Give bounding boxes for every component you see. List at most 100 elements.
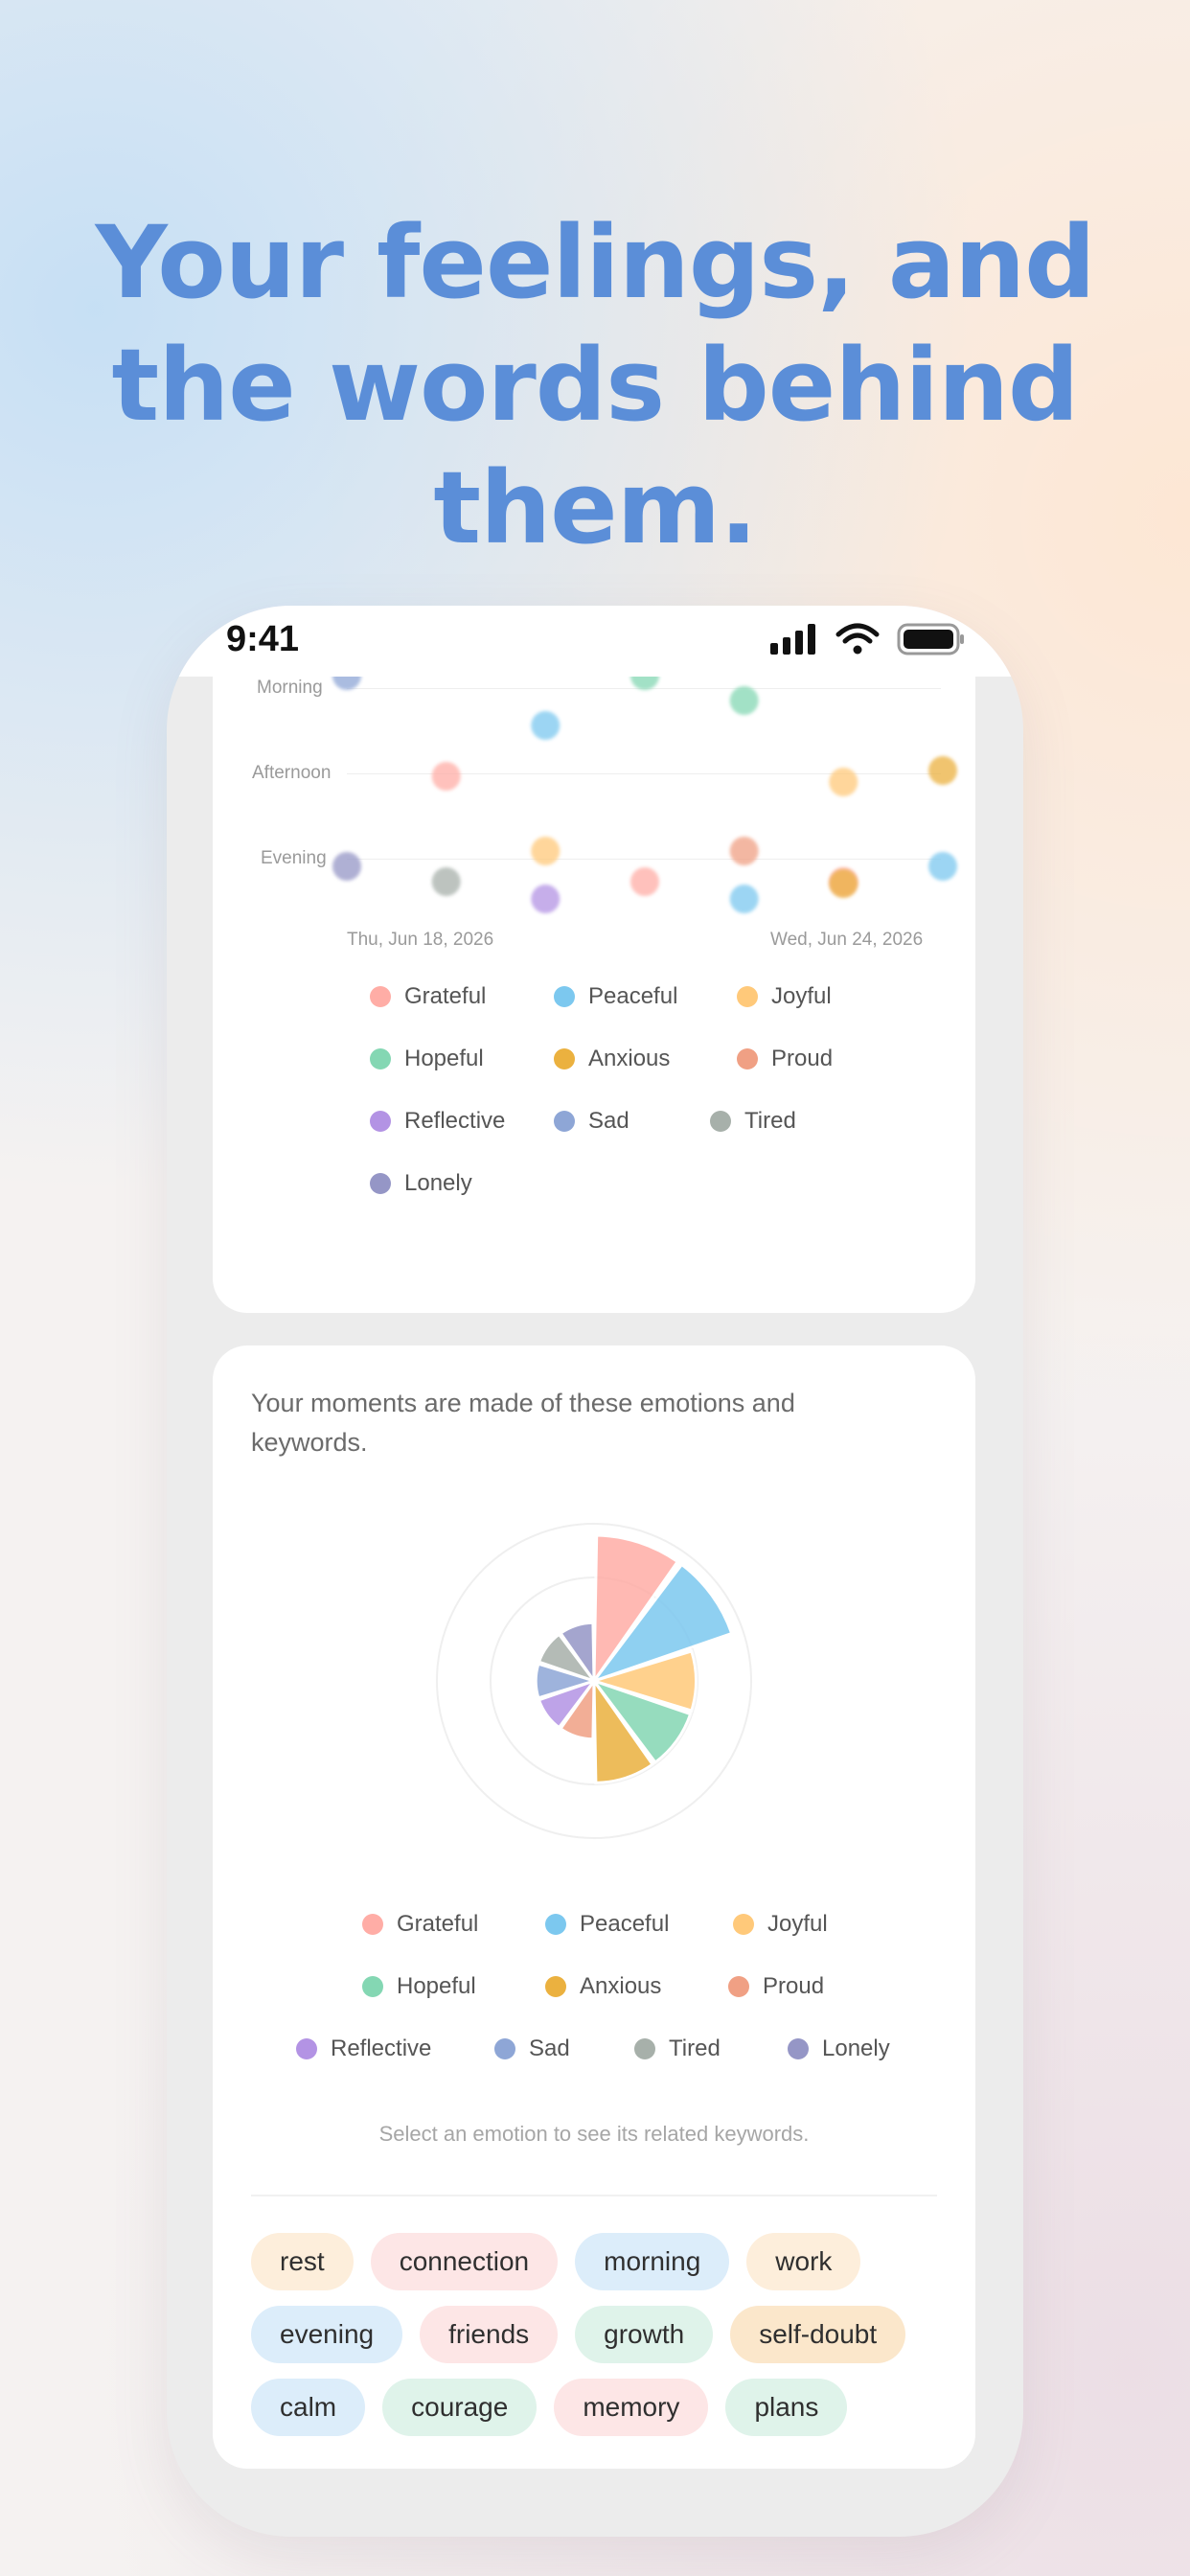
keyword-chip-calm[interactable]: calm xyxy=(251,2379,366,2436)
legend-item-hopeful[interactable]: Hopeful xyxy=(362,1973,476,2000)
legend-label: Peaceful xyxy=(580,1911,670,1937)
x-label-end: Wed, Jun 24, 2026 xyxy=(770,930,924,950)
keyword-chip-evening[interactable]: evening xyxy=(251,2306,403,2363)
legend-dot-icon xyxy=(362,1914,383,1935)
scatter-point-reflective[interactable] xyxy=(531,885,561,913)
scatter-point-peaceful[interactable] xyxy=(531,711,561,740)
legend-dot-icon xyxy=(710,1111,731,1132)
y-label-morning: Morning xyxy=(257,678,323,698)
legend-dot-icon xyxy=(545,1976,566,1997)
legend-dot-icon xyxy=(362,1976,383,1997)
legend-item-reflective[interactable]: Reflective xyxy=(296,2036,431,2062)
keyword-chip-memory[interactable]: memory xyxy=(554,2379,709,2436)
legend-item-hopeful[interactable]: Hopeful xyxy=(370,1046,484,1072)
legend-dot-icon xyxy=(545,1914,566,1935)
scatter-point-peaceful[interactable] xyxy=(928,852,957,881)
keyword-chip-friends[interactable]: friends xyxy=(420,2306,559,2363)
keyword-chip-connection[interactable]: connection xyxy=(370,2233,559,2290)
keyword-hint: Select an emotion to see its related key… xyxy=(378,2122,810,2146)
legend-item-lonely[interactable]: Lonely xyxy=(370,1170,472,1197)
legend-dot-icon xyxy=(494,2038,515,2059)
phone-frame: 9:41 Morning Afternoon Evening xyxy=(167,606,1023,2537)
keyword-chip-courage[interactable]: courage xyxy=(382,2379,538,2436)
legend-label: Sad xyxy=(588,1108,629,1134)
legend-label: Hopeful xyxy=(397,1973,476,1999)
legend-label: Anxious xyxy=(580,1973,662,1999)
legend-label: Grateful xyxy=(404,983,487,1009)
legend-label: Grateful xyxy=(397,1911,479,1937)
legend-item-grateful[interactable]: Grateful xyxy=(362,1911,478,1938)
legend-item-grateful[interactable]: Grateful xyxy=(370,983,486,1010)
legend-dot-icon xyxy=(737,986,758,1007)
rose-petal-sad[interactable] xyxy=(534,1662,600,1700)
grid-line-evening xyxy=(347,859,941,860)
headline-line-1: Your feelings, and xyxy=(95,204,1095,321)
keyword-chip-growth[interactable]: growth xyxy=(575,2306,714,2363)
legend-item-joyful[interactable]: Joyful xyxy=(733,1911,828,1938)
legend-dot-icon xyxy=(737,1048,758,1070)
rose-petal-peaceful[interactable] xyxy=(589,1562,734,1685)
rose-petal-reflective[interactable] xyxy=(537,1677,599,1730)
emotion-scatter-plot xyxy=(332,661,957,913)
legend-item-peaceful[interactable]: Peaceful xyxy=(554,983,677,1010)
legend-item-sad[interactable]: Sad xyxy=(554,1108,629,1135)
legend-item-peaceful[interactable]: Peaceful xyxy=(545,1911,669,1938)
scatter-point-lonely[interactable] xyxy=(332,852,361,881)
status-icons xyxy=(768,623,966,656)
legend-item-anxious[interactable]: Anxious xyxy=(545,1973,661,2000)
scatter-point-anxious[interactable] xyxy=(928,756,957,785)
rose-petal-anxious[interactable] xyxy=(592,1676,655,1784)
emotion-timeline-card: Morning Afternoon Evening Thu, Jun 18, 2… xyxy=(213,644,975,1313)
legend-item-sad[interactable]: Sad xyxy=(494,2036,570,2062)
legend-item-tired[interactable]: Tired xyxy=(710,1108,796,1135)
legend-item-proud[interactable]: Proud xyxy=(737,1046,833,1072)
keyword-chip-work[interactable]: work xyxy=(746,2233,861,2290)
legend-item-anxious[interactable]: Anxious xyxy=(554,1046,670,1072)
legend-dot-icon xyxy=(554,986,575,1007)
keyword-chip-self-doubt[interactable]: self-doubt xyxy=(730,2306,906,2363)
legend-dot-icon xyxy=(634,2038,655,2059)
legend-label: Lonely xyxy=(822,2036,890,2061)
scatter-point-hopeful[interactable] xyxy=(729,686,759,715)
scatter-point-tired[interactable] xyxy=(431,867,461,896)
rose-petal-lonely[interactable] xyxy=(559,1621,596,1686)
legend-item-reflective[interactable]: Reflective xyxy=(370,1108,505,1135)
keyword-chip-rest[interactable]: rest xyxy=(251,2233,354,2290)
y-label-evening: Evening xyxy=(261,848,327,868)
scatter-point-grateful[interactable] xyxy=(431,762,461,791)
legend-dot-icon xyxy=(370,986,391,1007)
rose-petal-joyful[interactable] xyxy=(588,1649,698,1713)
legend-label: Hopeful xyxy=(404,1046,484,1071)
legend-dot-icon xyxy=(554,1111,575,1132)
keyword-chip-plans[interactable]: plans xyxy=(725,2379,848,2436)
scatter-point-anxious[interactable] xyxy=(829,869,858,898)
legend-label: Sad xyxy=(529,2036,570,2061)
status-bar: 9:41 xyxy=(167,606,1023,677)
rose-petal-hopeful[interactable] xyxy=(589,1677,693,1765)
legend-item-tired[interactable]: Tired xyxy=(634,2036,721,2062)
grid-line-afternoon xyxy=(347,773,941,774)
scatter-point-joyful[interactable] xyxy=(531,837,561,865)
cellular-signal-icon xyxy=(770,624,815,655)
legend-dot-icon xyxy=(728,1976,749,1997)
legend-dot-icon xyxy=(370,1173,391,1194)
x-label-start: Thu, Jun 18, 2026 xyxy=(347,930,494,950)
battery-icon xyxy=(897,623,964,656)
legend-dot-icon xyxy=(370,1048,391,1070)
keyword-chip-morning[interactable]: morning xyxy=(575,2233,730,2290)
scatter-point-peaceful[interactable] xyxy=(729,885,759,913)
legend-item-joyful[interactable]: Joyful xyxy=(737,983,832,1010)
scatter-point-joyful[interactable] xyxy=(829,768,858,796)
scatter-point-proud[interactable] xyxy=(729,837,759,865)
legend-item-proud[interactable]: Proud xyxy=(728,1973,824,2000)
composition-description: Your moments are made of these emotions … xyxy=(251,1389,795,1457)
rose-petal-proud[interactable] xyxy=(559,1676,596,1741)
rose-petal-grateful[interactable] xyxy=(592,1533,680,1686)
rose-petal-tired[interactable] xyxy=(537,1632,599,1685)
legend-dot-icon xyxy=(733,1914,754,1935)
legend-dot-icon xyxy=(296,2038,317,2059)
legend-label: Peaceful xyxy=(588,983,678,1009)
legend-item-lonely[interactable]: Lonely xyxy=(788,2036,890,2062)
legend-dot-icon xyxy=(370,1111,391,1132)
scatter-point-grateful[interactable] xyxy=(630,867,659,896)
